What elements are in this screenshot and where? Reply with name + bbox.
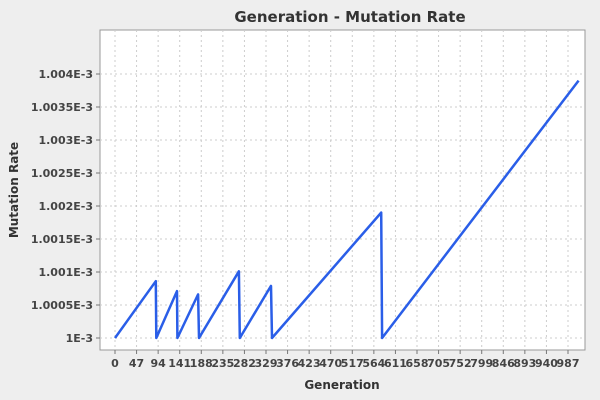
y-tick-label: 1.002E-3	[38, 200, 93, 213]
x-tick-label: 799	[470, 357, 493, 370]
y-tick-label: 1.0025E-3	[31, 167, 93, 180]
x-tick-label: 235	[211, 357, 234, 370]
x-tick-label: 0	[111, 357, 119, 370]
x-tick-label: 282	[233, 357, 256, 370]
y-tick-label: 1.001E-3	[38, 266, 93, 279]
y-tick-label: 1.0035E-3	[31, 101, 93, 114]
x-tick-label: 705	[427, 357, 450, 370]
x-tick-label: 940	[535, 357, 558, 370]
plot-area	[99, 29, 586, 351]
x-tick-label: 141	[168, 357, 191, 370]
x-tick-label: 987	[557, 357, 580, 370]
x-tick-label: 329	[255, 357, 278, 370]
series-layer	[113, 79, 580, 340]
x-tick-label: 188	[190, 357, 213, 370]
x-tick-label: 423	[298, 357, 321, 370]
y-tick-label: 1.0005E-3	[31, 299, 93, 312]
x-tick-label: 47	[129, 357, 144, 370]
x-tick-label: 893	[513, 357, 536, 370]
chart-title: Generation - Mutation Rate	[234, 8, 465, 26]
y-tick-label: 1.004E-3	[38, 68, 93, 81]
x-tick-label: 470	[319, 357, 342, 370]
y-tick-label: 1E-3	[66, 332, 93, 345]
x-tick-label: 658	[406, 357, 429, 370]
y-axis-label: Mutation Rate	[7, 142, 21, 238]
x-tick-label: 517	[341, 357, 364, 370]
y-tick-label: 1.003E-3	[38, 134, 93, 147]
x-tick-label: 376	[276, 357, 299, 370]
x-tick-label: 752	[449, 357, 472, 370]
x-axis: 0 47 94 14118823528232937642347051756461165…	[111, 350, 579, 370]
y-axis: 1E-3 1.0005E-3 1.001E-3 1.0015E-3 1.002E-3 1.…	[31, 68, 100, 345]
y-tick-label: 1.0015E-3	[31, 233, 93, 246]
x-axis-label: Generation	[304, 378, 379, 392]
x-tick-label: 564	[362, 357, 385, 370]
x-tick-label: 94	[150, 357, 166, 370]
x-tick-label: 611	[384, 357, 407, 370]
x-tick-label: 846	[492, 357, 515, 370]
series-line	[113, 79, 580, 340]
